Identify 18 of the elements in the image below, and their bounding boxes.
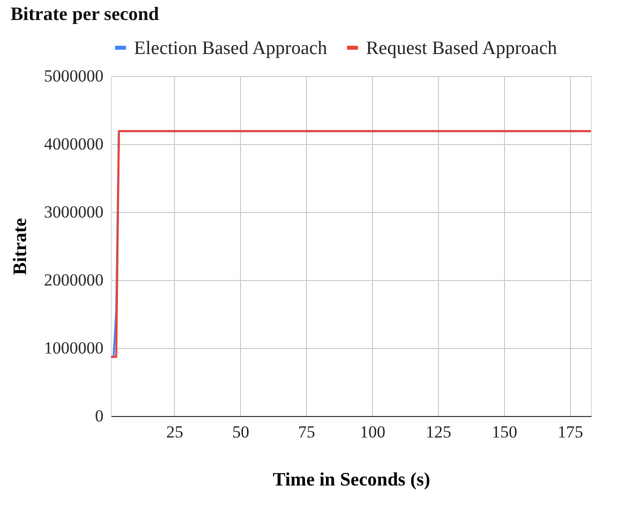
x-tick-label: 175 [558,422,584,442]
y-tick-label: 0 [95,406,104,426]
chart-title: Bitrate per second [10,4,160,25]
x-tick-label: 100 [360,422,386,442]
y-tick-label: 2000000 [44,270,104,290]
legend-label: Election Based Approach [134,38,328,59]
y-tick-label: 3000000 [44,202,104,222]
y-tick-label: 1000000 [44,338,104,358]
x-tick-label: 150 [492,422,518,442]
x-tick-label: 50 [232,422,250,442]
x-tick-label: 75 [298,422,316,442]
y-tick-label: 5000000 [44,66,104,86]
y-axis-title: Bitrate [10,218,31,275]
y-tick-label: 4000000 [44,134,104,154]
x-tick-label: 125 [426,422,452,442]
x-axis-title: Time in Seconds (s) [272,470,430,490]
x-tick-label: 25 [166,422,184,442]
legend-label: Request Based Approach [366,38,558,59]
